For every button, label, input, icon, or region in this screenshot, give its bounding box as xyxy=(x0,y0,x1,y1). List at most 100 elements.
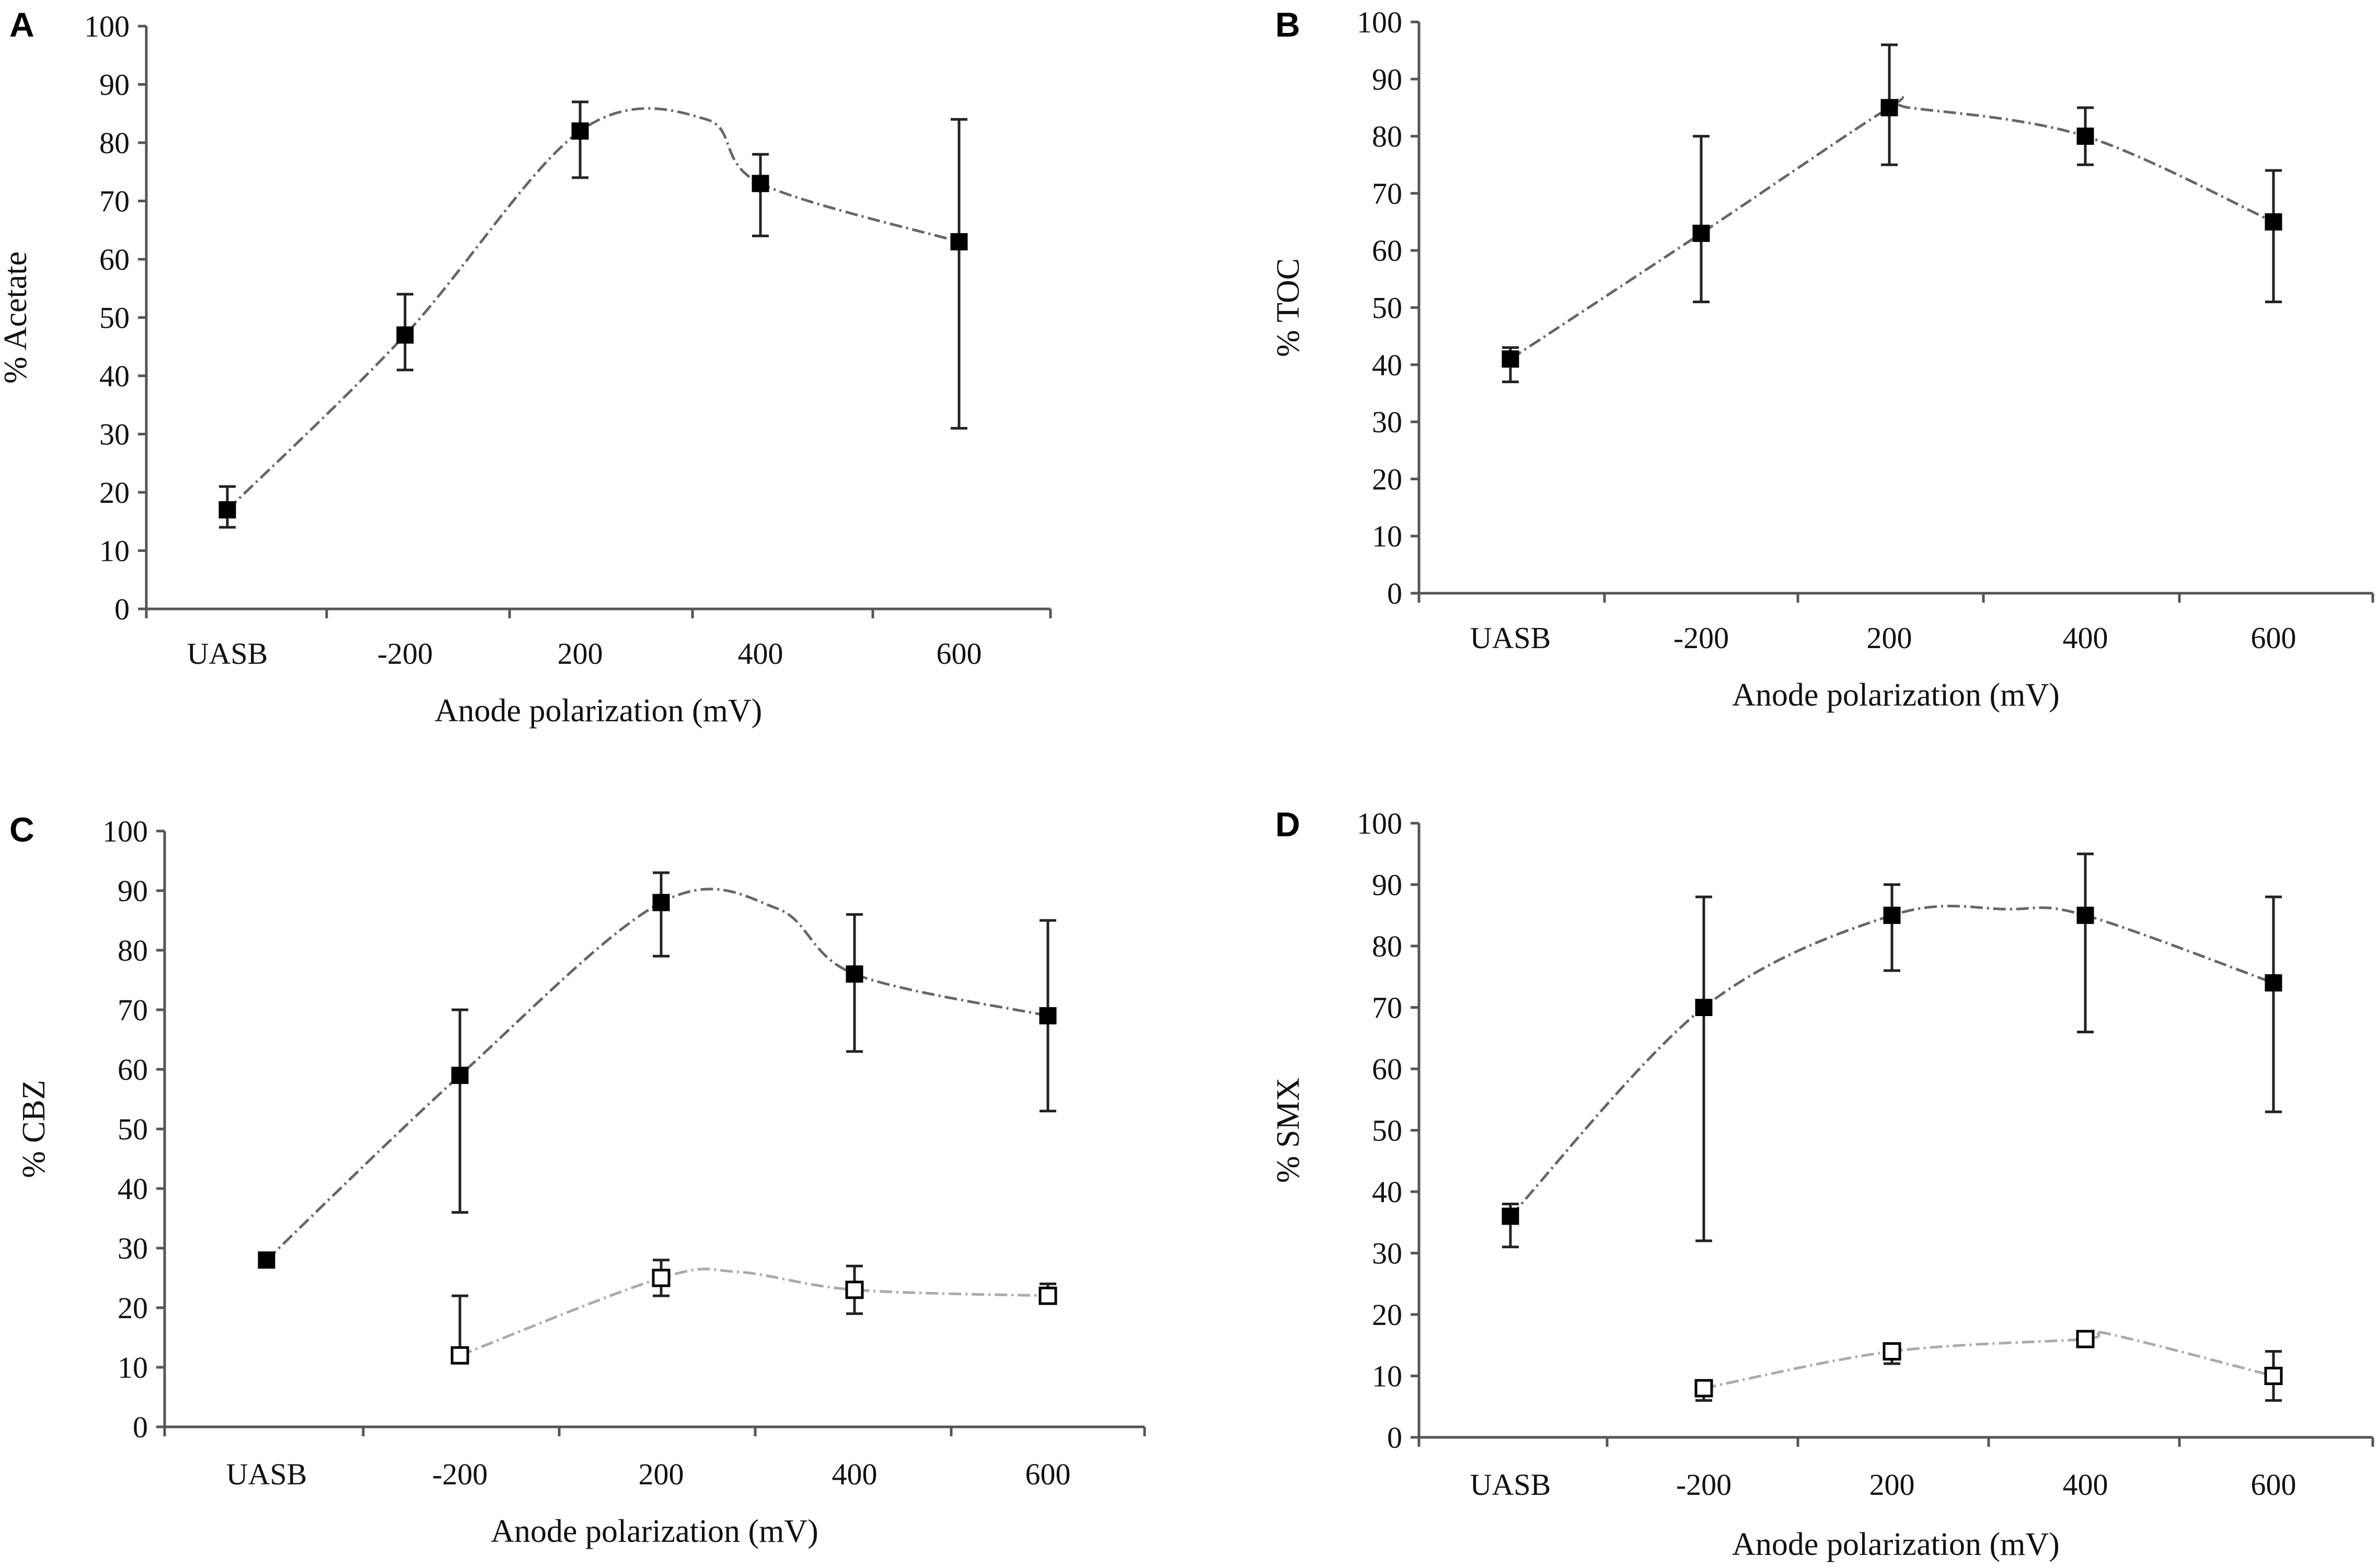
x-tick-label: UASB xyxy=(226,1457,307,1491)
data-point xyxy=(451,1066,469,1084)
y-tick-label: 0 xyxy=(1387,577,1402,610)
x-tick-label: -200 xyxy=(432,1457,488,1491)
y-tick-label: 50 xyxy=(1372,291,1402,325)
y-tick-label: 10 xyxy=(1372,1359,1402,1393)
data-point xyxy=(752,175,769,192)
y-tick-label: 80 xyxy=(118,933,148,967)
x-tick-label: 400 xyxy=(738,637,783,671)
chart-panel-a: A 0 10 20 30 40 50 60 70 80 90 100 UASB -200 200 400 600… xyxy=(0,5,1052,729)
data-point xyxy=(1880,99,1898,117)
x-tick-label: UASB xyxy=(1470,621,1551,655)
y-tick-label: 10 xyxy=(118,1351,148,1385)
y-tick-label: 20 xyxy=(99,476,130,510)
x-tick-label: 600 xyxy=(937,637,982,671)
y-tick-label: 0 xyxy=(1387,1421,1402,1455)
y-tick-label: 40 xyxy=(118,1172,148,1206)
x-tick-label: 200 xyxy=(1869,1468,1915,1502)
y-tick-label: 70 xyxy=(1372,177,1402,211)
data-point xyxy=(1695,999,1713,1016)
series-filled xyxy=(258,871,1057,1269)
panel-letter: A xyxy=(9,5,34,44)
chart-panel-d: D 0 10 20 30 40 50 60 70 80 90 100 UASB -200 200 400 600… xyxy=(1271,805,2374,1562)
data-point xyxy=(652,1269,671,1287)
data-point xyxy=(1692,224,1710,242)
x-tick-label: 400 xyxy=(832,1457,878,1491)
chart-panel-b: B 0 10 20 30 40 50 60 70 80 90 100 UASB -200 200 400 600… xyxy=(1271,5,2374,713)
y-axis-title: % Acetate xyxy=(0,251,33,384)
x-tick-label: -200 xyxy=(377,637,433,671)
y-tick-label: 20 xyxy=(1372,462,1402,496)
y-tick-label: 40 xyxy=(1372,348,1402,382)
y-tick-label: 40 xyxy=(99,359,130,393)
panel-letter: D xyxy=(1275,805,1300,844)
y-tick-label: 100 xyxy=(102,814,148,848)
y-tick-label: 50 xyxy=(118,1112,148,1146)
x-tick-label: 200 xyxy=(1867,621,1912,655)
y-tick-label: 30 xyxy=(118,1231,148,1265)
x-tick-label: 200 xyxy=(639,1457,684,1491)
data-point xyxy=(1502,1207,1519,1225)
panel-letter: C xyxy=(9,810,34,849)
series-open xyxy=(451,1259,1057,1365)
y-tick-label: 40 xyxy=(1372,1175,1402,1209)
data-point xyxy=(571,122,589,140)
y-tick-label: 0 xyxy=(114,592,130,626)
y-tick-label: 20 xyxy=(118,1291,148,1325)
data-point xyxy=(1039,1007,1057,1024)
y-tick-label: 90 xyxy=(1372,868,1402,902)
y-tick-label: 30 xyxy=(1372,405,1402,439)
y-tick-label: 100 xyxy=(1357,806,1402,840)
data-point xyxy=(258,1251,275,1269)
data-point xyxy=(2265,213,2282,231)
y-tick-label: 100 xyxy=(84,9,130,43)
x-tick-label: UASB xyxy=(1470,1468,1551,1502)
data-point xyxy=(652,894,670,912)
trend-curve xyxy=(1509,904,2274,1217)
data-point xyxy=(451,1346,469,1365)
x-tick-label: 400 xyxy=(2063,1468,2108,1502)
x-tick-label: -200 xyxy=(1676,1468,1731,1502)
data-point xyxy=(2076,1330,2095,1348)
data-point xyxy=(2076,906,2094,924)
series-filled xyxy=(1502,43,2282,384)
x-tick-label: -200 xyxy=(1673,621,1729,655)
y-tick-label: 60 xyxy=(1372,1052,1402,1086)
trend-curve xyxy=(265,887,1048,1261)
x-axis-title: Anode polarization (mV) xyxy=(1732,1527,2060,1562)
y-tick-label: 100 xyxy=(1357,5,1402,39)
y-tick-label: 50 xyxy=(1372,1114,1402,1148)
y-tick-label: 70 xyxy=(118,993,148,1027)
series-filled xyxy=(218,100,968,529)
y-tick-label: 80 xyxy=(1372,929,1402,963)
data-point xyxy=(1883,1342,1901,1361)
y-tick-label: 90 xyxy=(99,68,130,102)
data-point xyxy=(2264,1367,2283,1385)
chart-panel-c: C 0 10 20 30 40 50 60 70 80 90 100 UASB -200 200 400 600… xyxy=(9,810,1146,1549)
x-axis-title: Anode polarization (mV) xyxy=(435,693,763,729)
x-tick-label: 600 xyxy=(1025,1457,1071,1491)
x-tick-label: 600 xyxy=(2251,621,2296,655)
y-tick-label: 0 xyxy=(133,1410,148,1444)
y-tick-label: 30 xyxy=(1372,1237,1402,1271)
data-point xyxy=(1502,350,1519,368)
data-point xyxy=(1038,1286,1057,1305)
x-axis-title: Anode polarization (mV) xyxy=(1732,677,2060,713)
y-axis-title: % SMX xyxy=(1271,1078,1306,1183)
data-point xyxy=(1694,1379,1713,1398)
series-filled xyxy=(1502,852,2282,1249)
y-tick-label: 90 xyxy=(118,874,148,908)
y-tick-label: 60 xyxy=(1372,234,1402,268)
y-tick-label: 20 xyxy=(1372,1298,1402,1332)
data-point xyxy=(2076,128,2094,145)
data-point xyxy=(2265,974,2282,991)
x-tick-label: 400 xyxy=(2063,621,2108,655)
panel-letter: B xyxy=(1275,5,1300,44)
y-axis-title: % CBZ xyxy=(16,1080,52,1178)
y-tick-label: 90 xyxy=(1372,62,1402,96)
y-tick-label: 30 xyxy=(99,418,130,452)
data-point xyxy=(1883,906,1901,924)
data-point xyxy=(218,501,236,518)
series-open xyxy=(1694,1329,2283,1402)
y-tick-label: 80 xyxy=(99,126,130,160)
